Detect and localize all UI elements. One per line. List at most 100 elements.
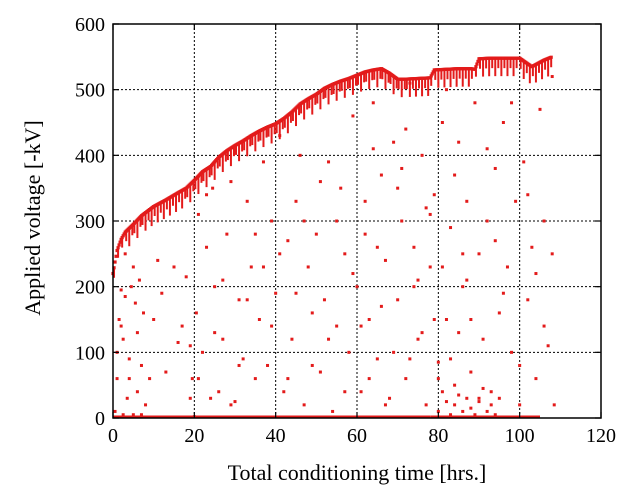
- data-point: [436, 360, 440, 364]
- envelope-dip: [427, 77, 430, 96]
- envelope-point: [118, 240, 122, 244]
- data-point: [135, 390, 139, 394]
- data-point: [245, 298, 249, 302]
- envelope-dip: [194, 179, 197, 190]
- envelope-dip: [213, 161, 216, 180]
- data-point: [534, 272, 538, 276]
- data-point: [493, 239, 497, 243]
- data-point: [375, 245, 379, 249]
- data-point: [436, 377, 440, 381]
- envelope-dip: [133, 223, 136, 234]
- data-point: [233, 400, 237, 404]
- data-point: [188, 344, 192, 348]
- envelope-dip: [324, 87, 327, 98]
- data-point: [331, 409, 335, 413]
- envelope-dip: [379, 68, 382, 79]
- data-point: [144, 403, 148, 407]
- envelope-point: [117, 243, 121, 247]
- data-point: [286, 377, 290, 381]
- envelope-dip: [395, 78, 398, 89]
- envelope-dip: [189, 184, 192, 203]
- data-point: [290, 337, 294, 341]
- data-point: [383, 258, 387, 262]
- envelope-dip: [411, 78, 414, 89]
- data-point: [424, 403, 428, 407]
- envelope-dip: [455, 68, 458, 87]
- envelope-dip: [443, 69, 446, 88]
- data-point: [477, 252, 481, 256]
- envelope-dip: [452, 68, 455, 79]
- data-point: [412, 245, 416, 249]
- envelope-dip: [503, 58, 506, 69]
- envelope-dip: [482, 58, 485, 77]
- data-point: [465, 278, 469, 282]
- data-point: [306, 265, 310, 269]
- envelope-dip: [387, 72, 390, 83]
- data-point: [485, 147, 489, 151]
- data-point: [461, 409, 465, 413]
- data-point: [249, 265, 253, 269]
- envelope-dip: [257, 131, 260, 142]
- envelope-dip: [197, 176, 200, 195]
- data-point: [278, 134, 282, 138]
- envelope-dip: [500, 58, 503, 77]
- envelope-dip: [343, 79, 346, 98]
- envelope-dip: [392, 76, 395, 95]
- data-point: [449, 413, 453, 417]
- data-point: [453, 383, 457, 387]
- data-point: [400, 219, 404, 223]
- envelope-dip: [528, 65, 531, 84]
- envelope-dip: [373, 69, 376, 80]
- data-point: [359, 324, 363, 328]
- envelope-dip: [403, 79, 406, 90]
- data-point: [375, 357, 379, 361]
- data-point: [196, 212, 200, 216]
- data-point: [148, 377, 152, 381]
- data-point: [347, 350, 351, 354]
- data-point: [225, 232, 229, 236]
- data-point: [270, 219, 274, 223]
- envelope-point: [113, 260, 117, 264]
- data-point: [469, 370, 473, 374]
- data-point: [160, 291, 164, 295]
- envelope-dip: [298, 105, 301, 116]
- y-tick-label: 600: [75, 14, 105, 36]
- envelope-dip: [128, 228, 131, 247]
- y-tick-label: 100: [75, 342, 105, 364]
- envelope-dip: [254, 133, 257, 152]
- envelope-dip: [200, 172, 203, 183]
- data-point: [392, 140, 396, 144]
- envelope-dip: [316, 93, 319, 104]
- data-point: [518, 403, 522, 407]
- envelope-dip: [270, 125, 273, 144]
- envelope-dip: [281, 119, 284, 130]
- data-point: [379, 304, 383, 308]
- envelope-dip: [144, 212, 147, 231]
- gridlines: [113, 24, 601, 418]
- data-point: [298, 153, 302, 157]
- envelope-dip: [226, 150, 229, 161]
- data-point: [392, 350, 396, 354]
- envelope-point: [430, 72, 434, 76]
- data-point: [461, 285, 465, 289]
- data-point: [261, 160, 265, 164]
- data-point: [164, 370, 168, 374]
- data-point: [477, 396, 481, 400]
- envelope-dip: [434, 69, 437, 80]
- data-point: [505, 265, 509, 269]
- envelope-dip: [165, 199, 168, 210]
- data-point: [550, 75, 554, 79]
- envelope-dip: [218, 156, 221, 167]
- data-point: [416, 278, 420, 282]
- envelope-dip: [295, 108, 297, 127]
- data-point: [501, 291, 505, 295]
- data-point: [400, 166, 404, 170]
- data-point: [473, 101, 477, 105]
- envelope-dip: [338, 81, 341, 92]
- data-point: [257, 318, 261, 321]
- data-point: [135, 331, 139, 335]
- envelope-dip: [232, 146, 235, 157]
- data-point: [526, 193, 530, 197]
- envelope-dip: [522, 60, 525, 79]
